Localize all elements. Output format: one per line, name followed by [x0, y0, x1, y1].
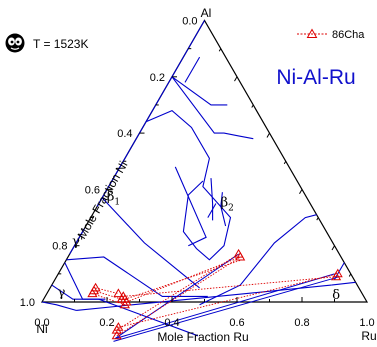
left-axis-title: Mole Fraction Ni	[75, 159, 131, 242]
right-tick-mark	[218, 48, 222, 52]
experimental-point-marker	[111, 330, 122, 340]
corner-label-top: Al	[201, 6, 212, 20]
experimental-tie-line	[116, 256, 241, 337]
left-tick-label: 0.2	[150, 72, 165, 84]
phase-label: β2	[221, 195, 234, 213]
experimental-data	[87, 248, 343, 340]
experimental-tie-line	[126, 256, 241, 303]
experimental-point-marker	[113, 322, 124, 331]
phase-boundary-line	[199, 214, 317, 306]
left-tick-label: 0.6	[85, 184, 100, 196]
phase-boundary-line	[76, 284, 332, 311]
experimental-point-marker	[113, 288, 124, 298]
logo-icon	[5, 33, 25, 53]
experimental-point-marker	[87, 288, 98, 298]
left-tick-label: 0.0	[182, 16, 197, 28]
axis-ticks: 0.0 0.2 0.4 0.6 0.8 1.0 0.0 0.2 0.4 0.6 0.8 1.0	[20, 16, 375, 330]
experimental-tie-line	[93, 290, 122, 300]
calculated-tie-line	[114, 253, 239, 340]
bottom-tick-label: 0.6	[229, 317, 244, 329]
phase-boundary-line	[174, 166, 207, 247]
experimental-tie-line	[123, 276, 337, 297]
triangle-frame	[40, 19, 369, 303]
phase-label-subscript: 1	[114, 198, 120, 208]
bottom-tick-label: 0.8	[294, 317, 309, 329]
temperature-badge: T = 1523K	[5, 33, 89, 53]
phase-label: δ	[332, 288, 340, 303]
phase-boundary-line	[66, 256, 208, 297]
phase-label: γ'	[72, 235, 83, 250]
phase-boundary-line	[41, 301, 77, 311]
triangle-outline	[40, 19, 369, 303]
right-tick-mark	[299, 189, 303, 194]
right-tick-mark	[348, 273, 352, 277]
right-tick-mark	[234, 76, 238, 82]
right-tick-mark	[251, 104, 254, 108]
phase-boundary-line	[64, 262, 106, 300]
right-tick-mark	[283, 161, 287, 165]
experimental-tie-line	[95, 287, 119, 295]
phase-boundary-line	[101, 197, 200, 289]
phase-label-subscript: 2	[228, 203, 234, 213]
left-tick-label: 1.0	[20, 297, 35, 309]
bottom-axis-title: Mole Fraction Ru	[157, 330, 248, 344]
phase-boundary-line	[69, 228, 85, 255]
chart-title: Ni-Al-Ru	[276, 66, 355, 89]
phase-label: γ	[58, 285, 66, 300]
phase-boundary-line	[220, 192, 227, 227]
left-tick-label: 0.8	[52, 241, 67, 253]
legend-triangle-marker	[306, 28, 318, 38]
legend-label: 86Cha	[332, 29, 365, 41]
left-tick-label: 0.4	[117, 128, 132, 140]
phase-boundary-line	[331, 281, 356, 286]
phase-boundary-line	[171, 76, 228, 106]
phase-boundaries	[41, 20, 356, 337]
right-tick-mark	[266, 132, 270, 138]
right-tick-mark	[316, 217, 319, 221]
right-tick-mark	[331, 245, 335, 251]
calculated-tie-line	[114, 273, 335, 340]
phase-boundary-line	[171, 76, 254, 140]
calculated-tie-line	[113, 276, 340, 342]
bottom-tick-label: 0.2	[99, 317, 114, 329]
experimental-point-marker	[332, 268, 343, 278]
experimental-point-marker	[119, 299, 130, 309]
experimental-tie-line	[124, 259, 243, 300]
experimental-point-marker	[235, 251, 246, 261]
legend: 86Cha	[297, 28, 365, 41]
corner-label-right: Ru	[361, 329, 376, 343]
corner-label-left: Ni	[36, 322, 47, 336]
bottom-tick-label: 1.0	[359, 317, 374, 329]
phase-boundary-line	[207, 203, 217, 218]
bottom-tick-label: 0.4	[164, 317, 179, 329]
phase-boundary-line	[145, 109, 232, 261]
phase-boundary-line	[210, 178, 214, 221]
phase-boundary-line	[96, 20, 205, 207]
temperature-label: T = 1523K	[33, 37, 89, 51]
bottom-tick-label: 0.0	[34, 317, 49, 329]
tie-lines	[113, 253, 340, 342]
phase-boundary-line	[184, 56, 201, 83]
experimental-point-marker	[116, 294, 127, 303]
experimental-point-marker	[233, 248, 244, 258]
